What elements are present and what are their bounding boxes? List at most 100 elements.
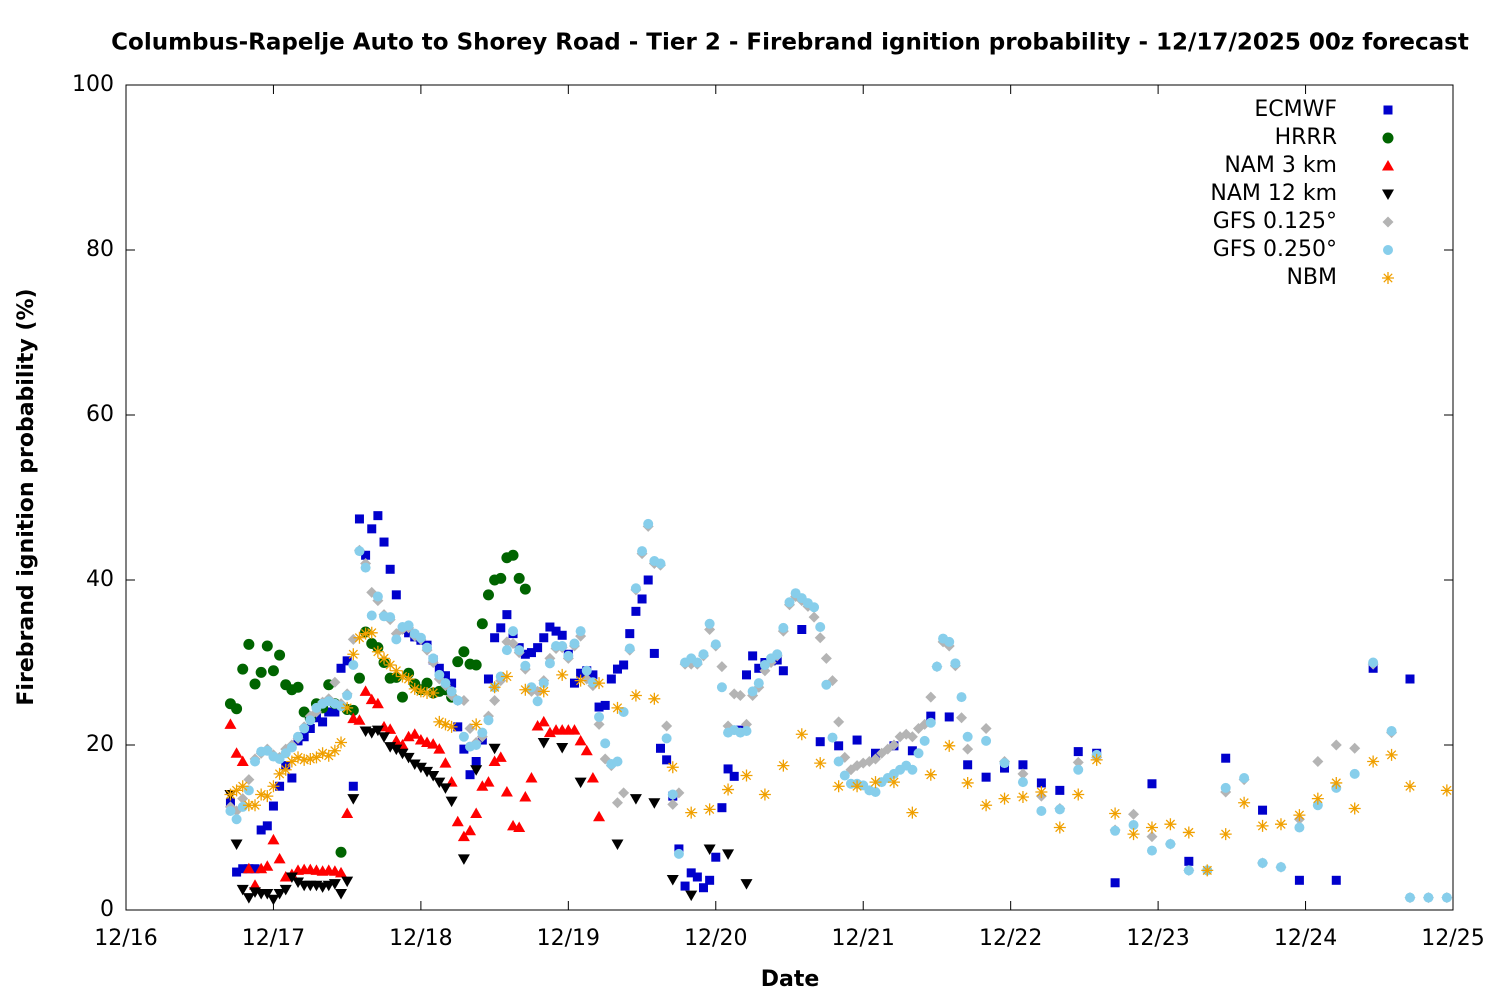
data-point (1312, 756, 1324, 767)
data-point (1054, 804, 1065, 815)
data-point (741, 725, 752, 736)
data-point (1238, 796, 1251, 809)
data-point (261, 790, 274, 803)
data-point (292, 877, 305, 888)
data-point (839, 770, 850, 781)
data-point (662, 755, 672, 765)
data-point (365, 626, 378, 639)
data-point (557, 641, 568, 651)
y-tick-label: 80 (86, 237, 114, 262)
data-point (507, 638, 519, 650)
data-point (421, 687, 434, 700)
data-point (600, 738, 611, 749)
data-point (556, 668, 569, 681)
data-point (427, 738, 440, 749)
data-point (832, 780, 845, 793)
data-point (476, 618, 488, 630)
data-point (568, 724, 581, 735)
data-point (600, 700, 610, 710)
data-point (508, 626, 519, 637)
data-point (1036, 806, 1047, 816)
data-point (501, 645, 512, 656)
data-point (262, 821, 272, 831)
data-point (513, 821, 526, 832)
data-point (347, 794, 360, 805)
data-point (906, 731, 918, 743)
data-point (680, 881, 690, 891)
data-point (304, 753, 317, 766)
legend-marker (1383, 245, 1393, 255)
data-point (348, 659, 359, 670)
data-point (887, 776, 900, 789)
data-point (950, 658, 961, 669)
data-point (1274, 818, 1287, 831)
data-point (778, 622, 789, 633)
data-point (365, 693, 378, 705)
data-point (717, 803, 727, 813)
data-point (519, 790, 532, 802)
data-point (574, 777, 587, 789)
data-point (747, 686, 758, 697)
data-point (255, 788, 268, 801)
data-point (533, 643, 543, 653)
data-point (569, 678, 579, 688)
data-point (1385, 748, 1398, 761)
data-point (353, 714, 366, 725)
data-point (464, 723, 476, 734)
data-point (777, 759, 790, 772)
data-point (919, 735, 930, 746)
data-point (249, 678, 261, 690)
data-point (611, 701, 624, 714)
data-point (703, 844, 716, 855)
data-point (1072, 756, 1084, 768)
data-point (482, 589, 494, 601)
legend-marker (1383, 105, 1393, 115)
data-point (962, 731, 973, 742)
data-point (1016, 790, 1029, 803)
data-point (396, 748, 409, 760)
data-point (285, 872, 298, 883)
data-point (1147, 779, 1157, 789)
x-tick-label: 12/20 (684, 926, 747, 951)
data-point (710, 639, 721, 650)
data-point (305, 715, 316, 726)
data-point (1330, 739, 1342, 751)
data-point (434, 663, 444, 673)
data-point (396, 691, 408, 703)
data-point (1055, 785, 1065, 795)
data-point (1239, 773, 1250, 783)
data-point (298, 753, 311, 766)
data-point (629, 794, 642, 805)
data-point (446, 686, 457, 697)
data-point (1128, 808, 1140, 820)
data-point (502, 610, 512, 620)
data-point (513, 572, 525, 584)
y-tick-label: 100 (72, 72, 114, 97)
data-point (815, 737, 825, 747)
plot-frame (125, 84, 1454, 911)
data-point (299, 723, 310, 734)
data-point (1073, 764, 1084, 775)
data-point (925, 717, 936, 728)
data-point (1145, 821, 1158, 834)
data-point (537, 685, 550, 698)
data-point (445, 796, 458, 808)
data-point (870, 787, 881, 798)
data-point (310, 751, 323, 764)
data-point (408, 759, 421, 770)
data-point (249, 879, 262, 890)
data-point (447, 678, 457, 688)
data-point (661, 720, 673, 732)
data-point (593, 810, 606, 822)
data-point (944, 636, 955, 647)
data-point (526, 648, 536, 658)
data-point (740, 879, 753, 890)
data-point (551, 626, 561, 636)
x-tick-label: 12/24 (1274, 926, 1337, 951)
legend-marker (1382, 132, 1394, 144)
data-point (667, 789, 678, 800)
data-point (335, 889, 348, 900)
data-point (956, 692, 967, 703)
legend-label: NAM 12 km (1210, 181, 1337, 206)
